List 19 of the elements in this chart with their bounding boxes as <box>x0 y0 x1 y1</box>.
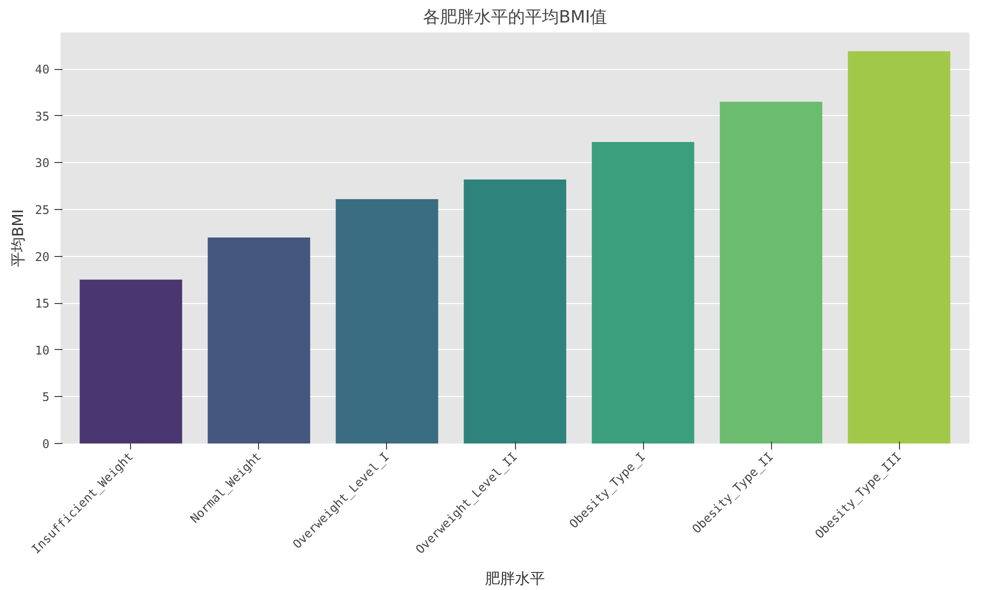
chart-title: 各肥胖水平的平均BMI值 <box>422 8 608 28</box>
x-axis-title: 肥胖水平 <box>485 569 545 588</box>
y-tick-label: 25 <box>35 202 50 217</box>
y-tick-label: 30 <box>35 156 50 170</box>
y-tick-label: 5 <box>42 390 50 404</box>
y-tick-label: 10 <box>35 343 50 358</box>
y-tick-label: 40 <box>35 62 50 77</box>
y-tick-label: 35 <box>35 109 50 124</box>
bar <box>80 280 182 444</box>
y-tick-label: 20 <box>35 250 50 264</box>
bar <box>208 238 310 444</box>
bar <box>720 102 822 444</box>
bar <box>336 199 438 444</box>
bar <box>592 142 694 444</box>
bar <box>464 179 566 444</box>
y-tick-label: 15 <box>35 296 50 311</box>
y-tick-label: 0 <box>42 437 50 451</box>
bar <box>848 51 950 444</box>
y-axis-title: 平均BMI <box>9 209 28 267</box>
